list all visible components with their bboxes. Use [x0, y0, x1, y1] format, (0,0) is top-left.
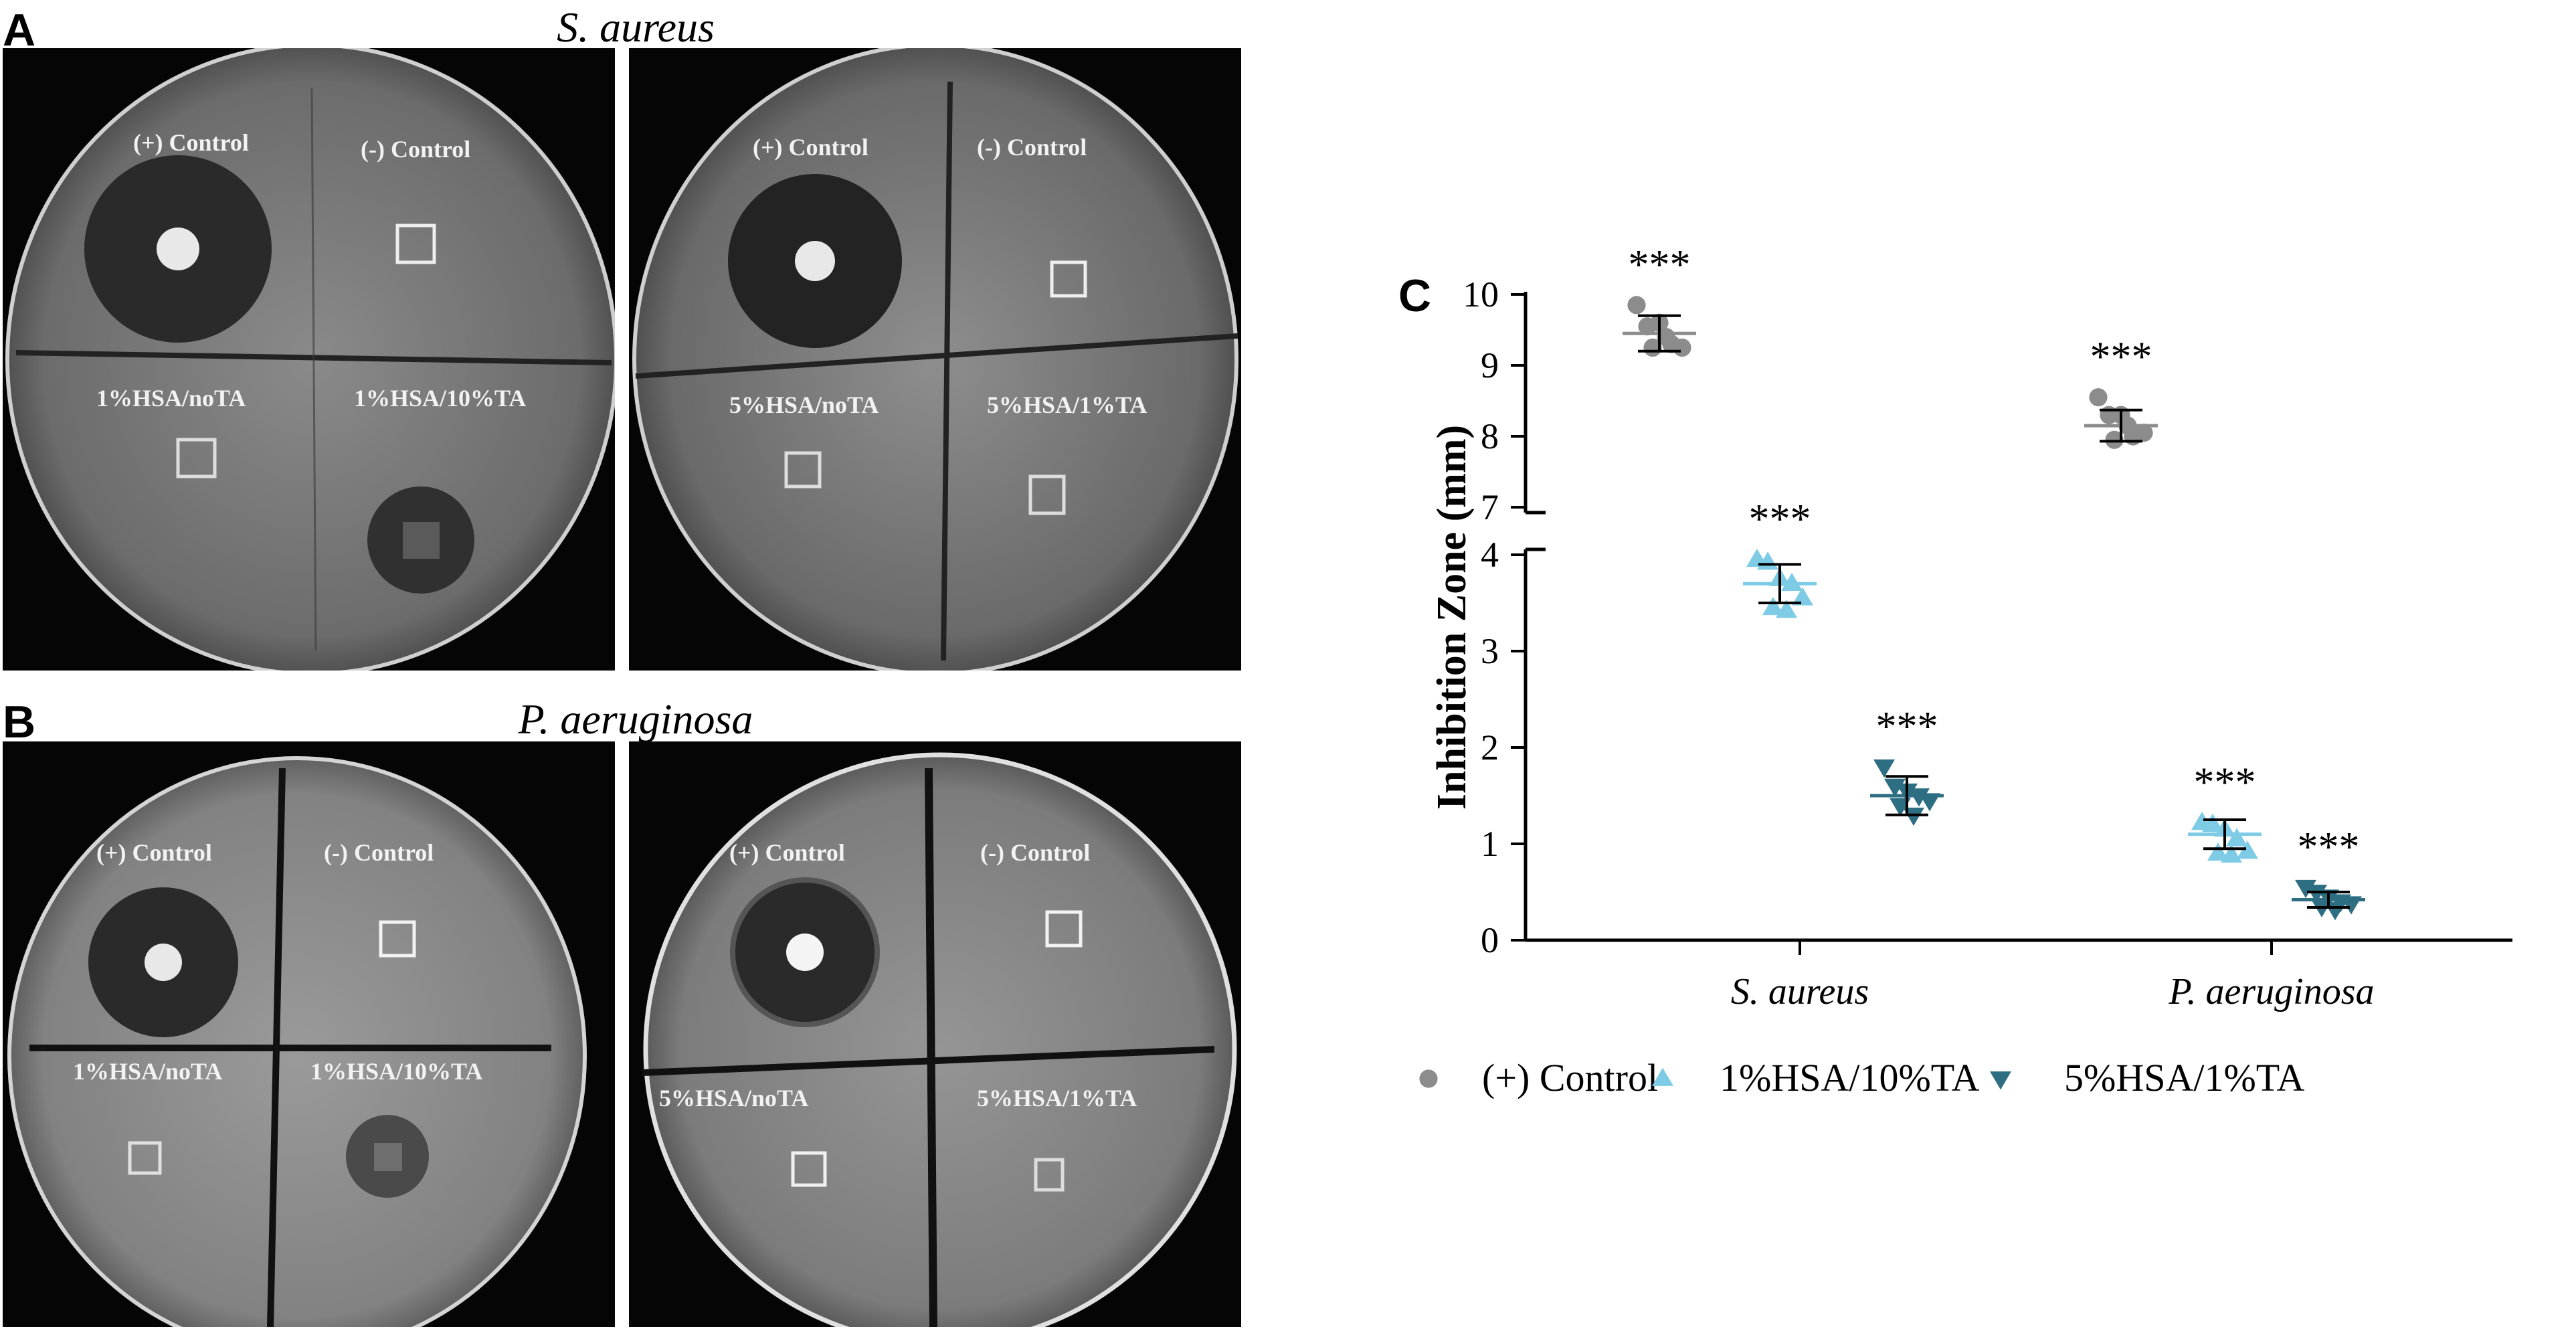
plate-label-pos-control: (+) Control [753, 134, 868, 161]
data-point-circle [2105, 430, 2124, 449]
plate-label-neg-control: (-) Control [980, 839, 1090, 866]
x-tick-label: P. aeruginosa [2169, 971, 2375, 1012]
significance-label: *** [1629, 242, 1691, 288]
legend-label: (+) Control [1482, 1056, 1658, 1099]
plate-label-pos-control: (+) Control [133, 129, 249, 156]
data-point-triangle-up [1776, 600, 1797, 618]
panel-a-plate-2-photo: (+) Control (-) Control 5%HSA/noTA 5%HSA… [629, 48, 1241, 671]
plate-label-q4: 1%HSA/10%TA [310, 1058, 482, 1085]
mesh-sample [1050, 260, 1087, 298]
legend-label: 5%HSA/1%TA [2064, 1056, 2305, 1099]
data-point-circle [2134, 424, 2153, 442]
significance-label: *** [2298, 824, 2360, 870]
antibiotic-disc [145, 944, 182, 981]
mesh-sample [374, 1143, 402, 1171]
significance-label: *** [2194, 760, 2256, 805]
plate-label-q3: 1%HSA/noTA [73, 1058, 222, 1085]
panel-b-title: P. aeruginosa [518, 695, 753, 743]
data-point-triangle-up [1762, 596, 1784, 616]
plate-label-q4: 1%HSA/10%TA [354, 385, 526, 412]
mesh-sample [176, 438, 217, 478]
significance-label: *** [2090, 335, 2152, 380]
y-tick-label: 0 [1481, 920, 1499, 960]
y-tick-label: 3 [1481, 631, 1499, 671]
data-point-triangle-up [1781, 572, 1803, 592]
significance-label: *** [1876, 704, 1938, 749]
y-tick-label: 8 [1481, 416, 1499, 456]
plate-label-q4: 5%HSA/1%TA [977, 1085, 1137, 1112]
data-point-circle [1627, 296, 1646, 315]
legend-label: 1%HSA/10%TA [1720, 1056, 1980, 1099]
significance-label: *** [1749, 497, 1811, 542]
legend-marker [1990, 1071, 2011, 1090]
plate-label-neg-control: (-) Control [977, 134, 1087, 161]
y-tick-label: 2 [1481, 727, 1499, 768]
plate-label-q4: 5%HSA/1%TA [987, 391, 1147, 418]
panel-b-plate-1-photo: (+) Control (-) Control 1%HSA/noTA 1%HSA… [3, 741, 615, 1327]
plate-label-q3: 5%HSA/noTA [729, 391, 879, 418]
mesh-sample [1028, 474, 1066, 515]
data-point-triangle-down [1884, 778, 1906, 797]
data-point-triangle-up [2207, 842, 2229, 861]
data-point-triangle-down [1919, 793, 1940, 812]
mesh-sample [379, 920, 416, 958]
y-tick-label: 1 [1481, 824, 1499, 864]
x-tick-label: S. aureus [1731, 971, 1869, 1012]
mesh-sample [403, 522, 440, 559]
data-point-triangle-down [2295, 879, 2316, 899]
antibiotic-disc [157, 228, 199, 270]
plate-label-neg-control: (-) Control [361, 136, 470, 163]
mesh-sample [128, 1141, 162, 1175]
data-point-triangle-up [2202, 813, 2223, 832]
panel-a-letter: A [3, 5, 36, 56]
y-tick-label: 7 [1481, 487, 1499, 527]
mesh-sample [1045, 910, 1083, 948]
data-point-triangle-up [2237, 840, 2258, 859]
data-point-triangle-up [1792, 587, 1813, 606]
plate-label-q3: 5%HSA/noTA [659, 1085, 808, 1112]
plate-label-pos-control: (+) Control [729, 839, 845, 866]
petri-dish [7, 756, 587, 1327]
mesh-sample [395, 224, 436, 264]
data-point-triangle-up [2226, 828, 2247, 847]
petri-dish [632, 48, 1238, 671]
mesh-sample [784, 451, 822, 489]
panel-c-letter: C [1398, 270, 1431, 321]
inhibition-zone-chart: C 0 1 2 3 4 7 8 9 10 S. aureus P. aeruginosa Inhibi… [1398, 242, 2512, 1099]
antibiotic-disc [795, 241, 835, 281]
y-tick-label: 10 [1463, 274, 1499, 315]
plate-label-pos-control: (+) Control [96, 839, 212, 866]
data-point-triangle-down [2306, 885, 2327, 903]
antibiotic-disc [786, 934, 824, 971]
data-point-circle [2089, 388, 2108, 407]
panel-b-letter: B [3, 697, 36, 747]
data-point-triangle-down [1908, 788, 1930, 807]
data-point-triangle-down [1873, 759, 1895, 778]
data-point-circle [1673, 338, 1691, 357]
y-tick-label: 9 [1481, 345, 1499, 385]
mesh-sample [1034, 1158, 1065, 1192]
panel-a-title: S. aureus [557, 3, 715, 51]
panel-b-plate-2-photo: (+) Control (-) Control 5%HSA/noTA 5%HSA… [629, 741, 1241, 1327]
legend-marker [1419, 1069, 1438, 1088]
plate-label-q3: 1%HSA/noTA [96, 385, 246, 412]
panel-a-plate-1-photo: (+) Control (-) Control 1%HSA/noTA 1%HSA… [3, 48, 615, 671]
legend-marker [1652, 1067, 1673, 1086]
y-tick-label: 4 [1481, 535, 1499, 575]
data-point-triangle-up [2221, 844, 2242, 863]
y-axis-label: Inhibition Zone (mm) [1429, 425, 1475, 810]
plate-label-neg-control: (-) Control [324, 839, 434, 866]
mesh-sample [791, 1151, 827, 1187]
